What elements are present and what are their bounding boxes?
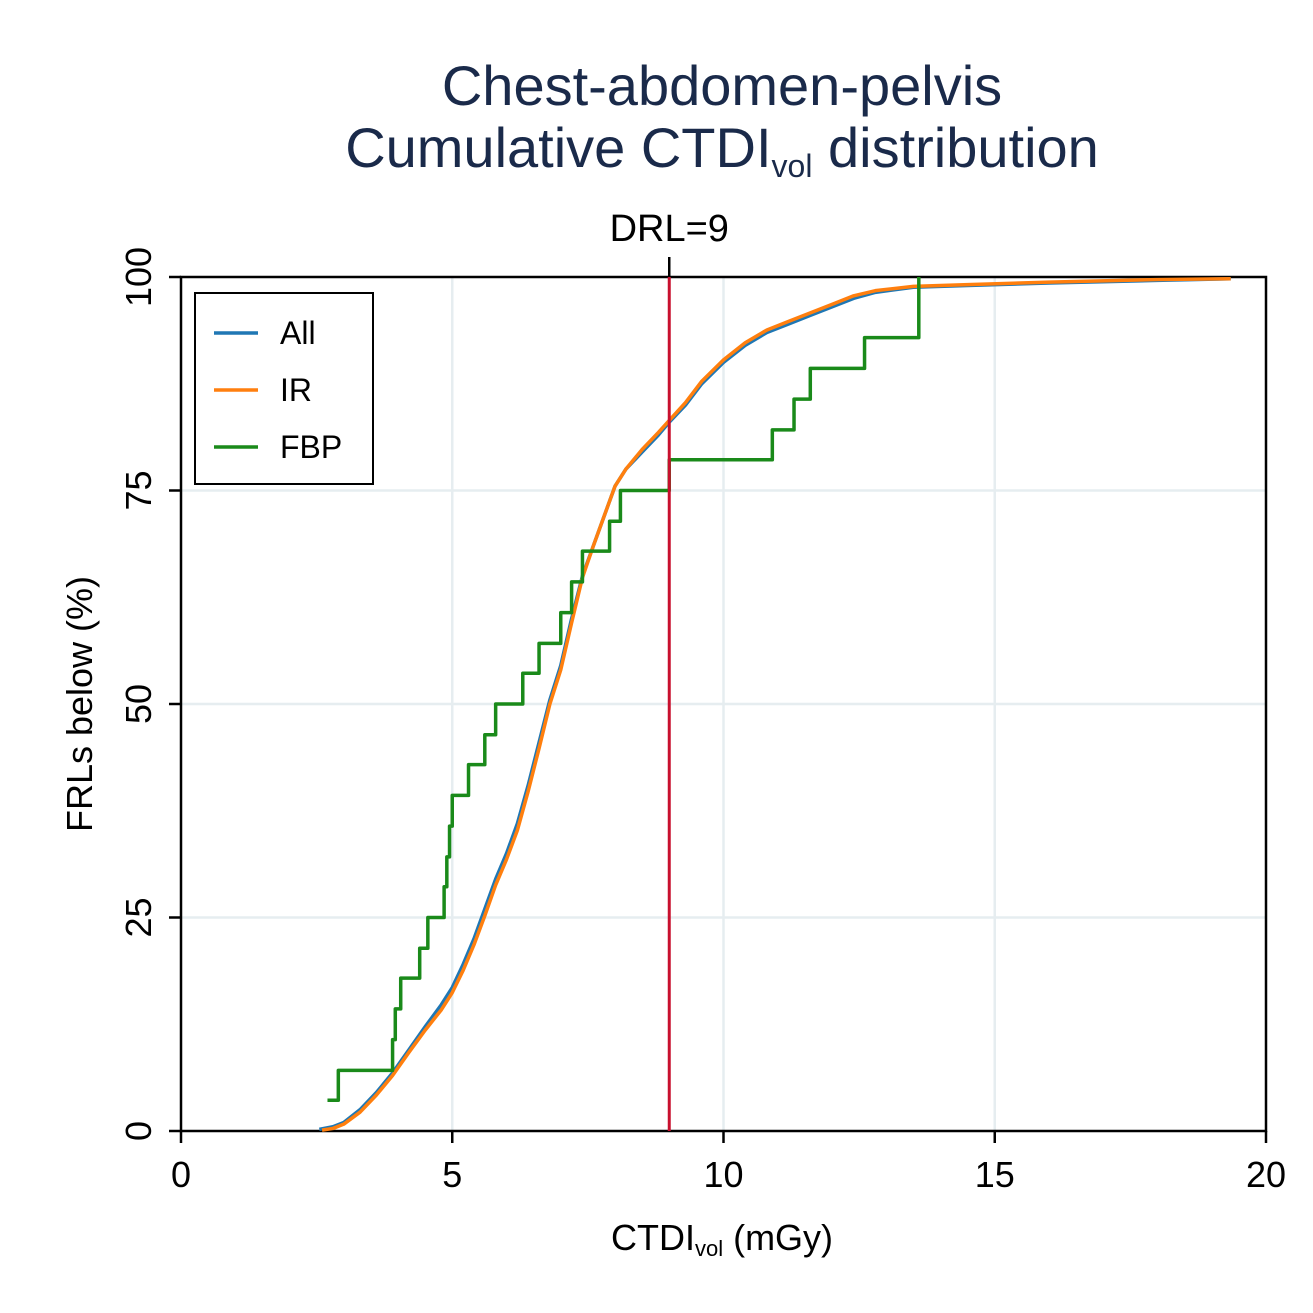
x-tick-label: 10 <box>703 1154 743 1195</box>
y-tick-label: 75 <box>118 470 159 510</box>
x-tick-label: 20 <box>1246 1154 1286 1195</box>
legend-label-fbp: FBP <box>280 429 342 465</box>
y-axis-title: FRLs below (%) <box>59 576 100 832</box>
drl-layer: DRL=9 <box>610 208 729 1131</box>
grid <box>181 277 1266 1131</box>
series-line-fbp <box>327 277 921 1103</box>
y-tick-label: 0 <box>118 1121 159 1141</box>
series-line-ir <box>321 276 1231 1132</box>
x-axis-title: CTDIvol (mGy) <box>611 1217 833 1261</box>
legend: All IR FBP <box>194 292 374 485</box>
x-tick-label: 0 <box>171 1154 191 1195</box>
chart-title-line1: Chest-abdomen-pelvis <box>442 54 1002 117</box>
drl-label: DRL=9 <box>610 208 729 250</box>
chart-title-line2: Cumulative CTDIvol distribution <box>345 116 1099 184</box>
y-tick-label: 100 <box>118 247 159 307</box>
x-tick-label: 5 <box>442 1154 462 1195</box>
series-layer <box>319 276 1231 1132</box>
y-tick-label: 50 <box>118 684 159 724</box>
x-axis: 0 5 10 15 20 <box>171 1131 1286 1195</box>
y-axis: 0 25 50 75 100 <box>118 247 181 1141</box>
x-tick-label: 15 <box>975 1154 1015 1195</box>
y-tick-label: 25 <box>118 897 159 937</box>
legend-label-ir: IR <box>280 372 312 408</box>
legend-label-all: All <box>280 315 316 351</box>
